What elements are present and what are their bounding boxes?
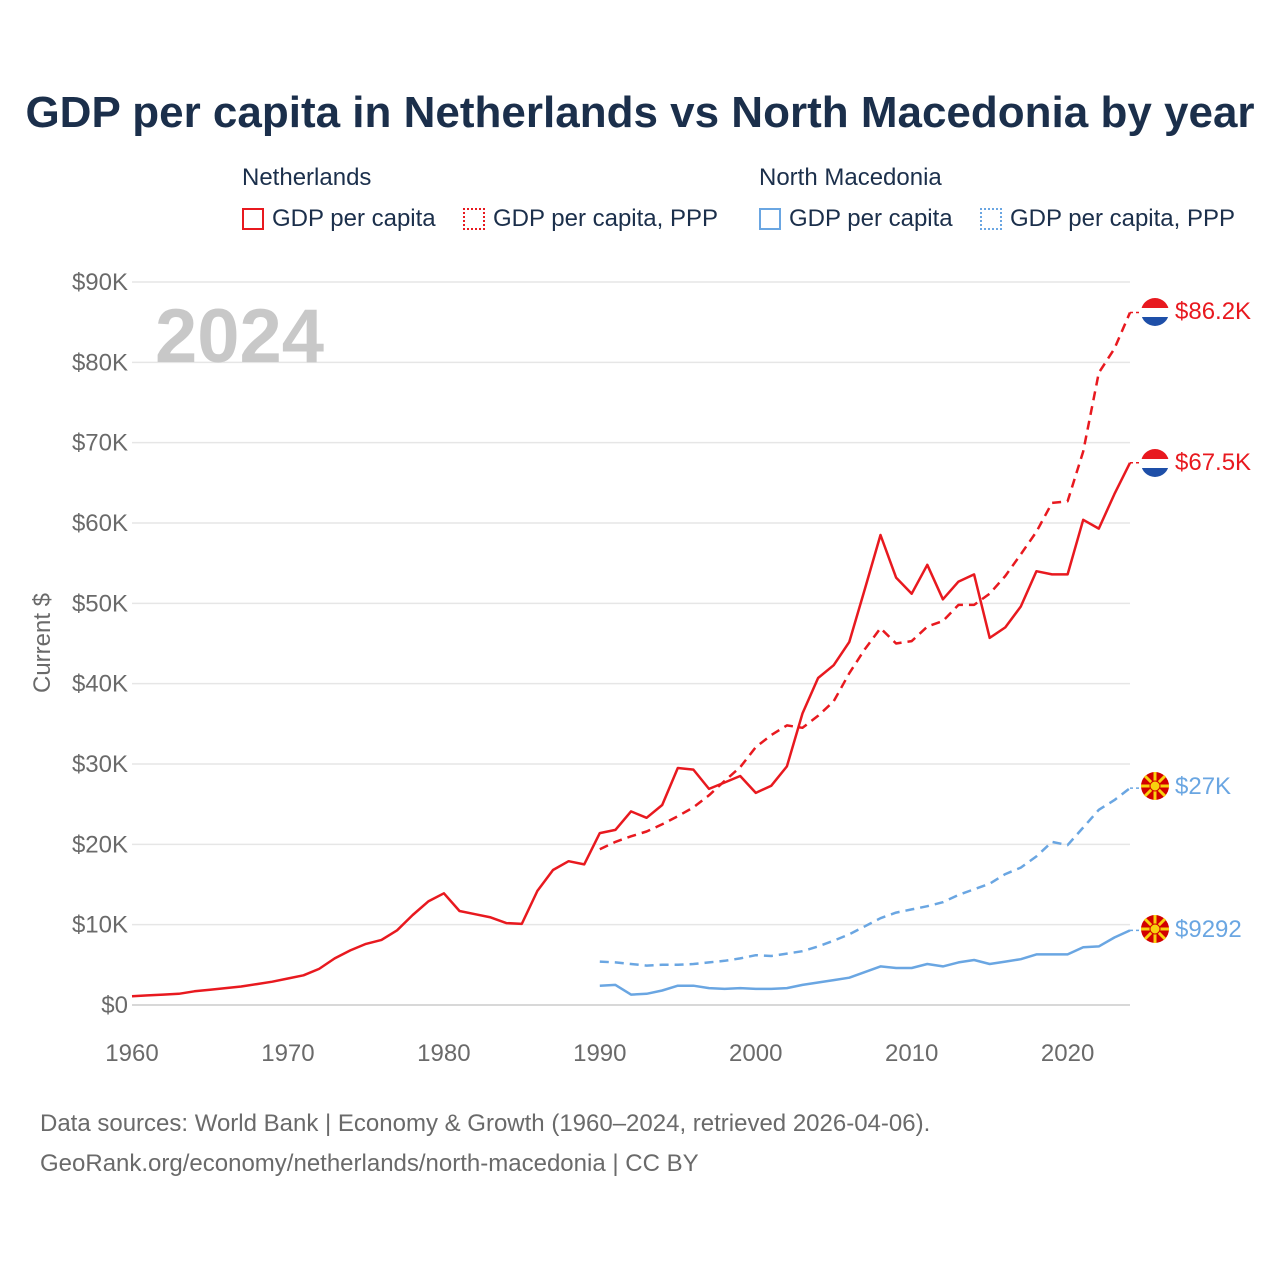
series-line-north-macedonia-gdp-per-capita[interactable] [599,929,1131,996]
y-tick-label: $10K [72,912,128,939]
netherlands-flag-icon [1141,449,1169,477]
y-axis-label: Current $ [29,593,56,693]
y-tick-label: $60K [72,510,128,537]
y-tick-label: $40K [72,671,128,698]
x-tick-label: 1990 [573,1040,626,1067]
grid-lines [132,281,1130,1006]
legend-group-north-macedonia: North Macedonia [759,164,942,191]
legend-item-north-macedonia-gdp[interactable]: GDP per capita [759,205,953,233]
y-axis-tick-labels: $0 $10K $20K $30K $40K $50K $60K $70K $80K $90K [72,269,128,1019]
y-tick-label: $0 [101,992,128,1019]
end-label-netherlands-ppp: $86.2K [1175,298,1251,325]
series-line-north-macedonia-gdp-per-capita-ppp[interactable] [599,787,1131,967]
legend-swatch-dotted-blue [980,208,1002,230]
end-label-north-macedonia-gdp: $9292 [1175,916,1242,943]
north-macedonia-flag-icon [1141,772,1169,800]
series-line-netherlands-gdp-per-capita-ppp[interactable] [599,312,1132,851]
y-tick-label: $20K [72,831,128,858]
legend-swatch-solid-blue [759,208,781,230]
x-tick-label: 1960 [105,1040,158,1067]
chart-title: GDP per capita in Netherlands vs North M… [25,88,1255,137]
line-chart: $0 $10K $20K $30K $40K $50K $60K $70K $80K $90K 1… [29,269,1251,1067]
y-tick-label: $70K [72,430,128,457]
end-label-north-macedonia-ppp: $27K [1175,773,1231,800]
legend-item-north-macedonia-ppp[interactable]: GDP per capita, PPP [980,205,1235,233]
y-tick-label: $30K [72,751,128,778]
legend-label: GDP per capita, PPP [493,205,718,232]
legend-label: GDP per capita [272,205,436,232]
north-macedonia-flag-icon [1141,915,1169,943]
end-label-netherlands-gdp: $67.5K [1175,449,1251,476]
x-tick-label: 2010 [885,1040,938,1067]
legend-group-netherlands: Netherlands [242,164,372,191]
sources-line-2[interactable]: GeoRank.org/economy/netherlands/north-ma… [40,1150,699,1177]
x-tick-label: 2020 [1041,1040,1094,1067]
sources-line-1: Data sources: World Bank | Economy & Gro… [40,1110,931,1137]
legend-item-netherlands-ppp[interactable]: GDP per capita, PPP [463,205,718,233]
x-tick-label: 1980 [417,1040,470,1067]
series-line-netherlands-gdp-per-capita[interactable] [131,462,1132,998]
y-tick-label: $90K [72,269,128,296]
legend-label: GDP per capita, PPP [1010,205,1235,232]
x-axis-tick-labels: 1960 1970 1980 1990 2000 2010 2020 [105,1040,1094,1067]
y-tick-label: $80K [72,349,128,376]
x-tick-label: 2000 [729,1040,782,1067]
legend-swatch-dotted-red [463,208,485,230]
year-label: 2024 [155,294,324,379]
series-lines [131,311,1140,998]
netherlands-flag-icon [1141,298,1169,326]
x-tick-label: 1970 [261,1040,314,1067]
legend-item-netherlands-gdp[interactable]: GDP per capita [242,205,436,233]
y-tick-label: $50K [72,590,128,617]
legend-label: GDP per capita [789,205,953,232]
legend-swatch-solid-red [242,208,264,230]
